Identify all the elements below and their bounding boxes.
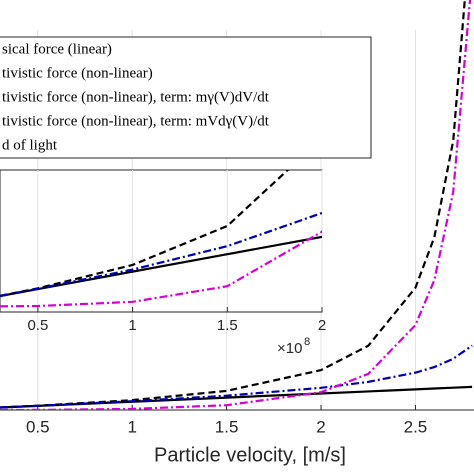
series-group xyxy=(0,170,322,308)
x-exponent: ×10 xyxy=(277,340,302,357)
legend-label: sical force (linear) xyxy=(2,41,112,57)
x-exponent-power: 8 xyxy=(304,336,310,348)
series-line xyxy=(0,0,472,410)
x-tick-label: 1 xyxy=(128,317,136,334)
x-axis-label: Particle velocity, [m/s] xyxy=(154,444,346,466)
x-tick-label: 2 xyxy=(318,317,326,334)
series-group xyxy=(0,0,473,410)
x-tick-label: 2.5 xyxy=(404,417,428,436)
x-tick-label: 1.5 xyxy=(217,317,238,334)
series-line xyxy=(0,211,322,298)
series-line xyxy=(0,229,322,308)
x-tick-label: 2 xyxy=(316,417,325,436)
legend-label: d of light xyxy=(2,137,58,153)
legend-label: tivistic force (non-linear), term: mVdγ(… xyxy=(2,113,270,129)
legend-box xyxy=(0,36,372,159)
x-tick-label: 0.5 xyxy=(27,317,48,334)
legend-label: tivistic force (non-linear), term: mγ(V)… xyxy=(2,89,270,105)
plot-area xyxy=(0,169,323,313)
series-line xyxy=(0,0,466,409)
x-tick-label: 0.5 xyxy=(26,417,50,436)
series-line xyxy=(0,344,473,409)
x-tick-label: 1 xyxy=(127,417,136,436)
legend-label: tivistic force (non-linear) xyxy=(2,65,153,81)
series-line xyxy=(0,235,322,298)
x-tick-label: 1.5 xyxy=(215,417,239,436)
